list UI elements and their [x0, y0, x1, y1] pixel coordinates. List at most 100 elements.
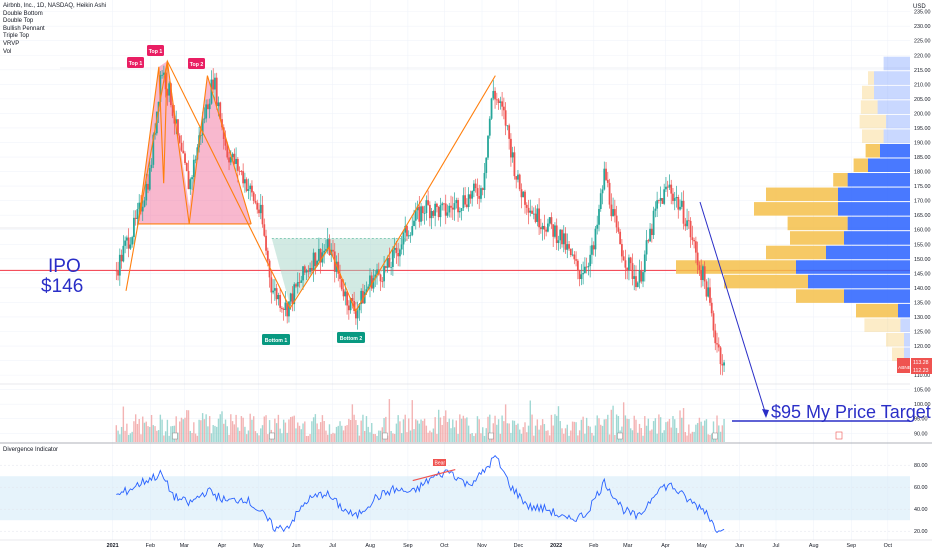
candle-body	[517, 174, 519, 180]
time-tick-label: Oct	[440, 543, 449, 549]
volume-bar	[177, 432, 179, 442]
volume-bar	[633, 415, 635, 442]
time-tick-label: Sep	[847, 543, 857, 549]
candle-body	[605, 168, 607, 180]
candle-body	[244, 179, 246, 184]
price-tick-label: 200.00	[914, 111, 931, 117]
volume-bar	[268, 420, 271, 442]
volume-bar	[647, 418, 650, 442]
candle-body	[510, 138, 512, 158]
candle-body	[175, 119, 178, 124]
volume-bar	[624, 415, 627, 442]
candle-body	[353, 301, 356, 311]
vp-bar-up	[883, 56, 910, 71]
candle-body	[251, 185, 253, 193]
volume-bar	[494, 415, 496, 442]
candle-body	[522, 191, 525, 198]
volume-bar	[482, 427, 484, 442]
volume-bar	[568, 435, 570, 442]
volume-bar	[522, 427, 524, 442]
indicator-double-top[interactable]: Double Top	[3, 18, 34, 25]
candle-body	[645, 240, 648, 255]
candle-body	[488, 118, 491, 136]
candle-body	[661, 198, 664, 204]
chart-legend: Airbnb, Inc., 1D, NASDAQ, Heikin Ashi Do…	[3, 3, 106, 56]
candle-body	[381, 281, 384, 283]
volume-bar	[635, 419, 637, 442]
candle-body	[564, 233, 567, 250]
volume-bar	[642, 435, 644, 442]
candle-body	[469, 194, 472, 199]
vp-bar-down	[862, 85, 874, 100]
volume-bar	[645, 425, 648, 442]
price-tick-label: 180.00	[914, 170, 931, 176]
label-top-1b-bg	[147, 45, 164, 56]
volume-bar	[485, 428, 487, 442]
candle-body	[376, 269, 378, 275]
volume-bar	[626, 418, 628, 442]
candle-body	[536, 208, 539, 222]
candle-body	[215, 77, 218, 107]
oscillator: Bear 80.00 60.00 40.00 20.00	[0, 455, 928, 535]
price-tick-label: 230.00	[914, 24, 931, 30]
indicator-double-bottom[interactable]: Double Bottom	[3, 10, 43, 17]
volume-bar	[610, 409, 613, 442]
volume-bar	[686, 435, 688, 442]
candle-body	[716, 343, 718, 345]
volume-bar	[325, 430, 327, 442]
volume-bar	[681, 417, 683, 442]
indicator-vol[interactable]: Vol	[3, 48, 12, 55]
candle-body	[495, 99, 498, 101]
volume-bar	[603, 419, 605, 442]
candle-body	[610, 204, 613, 217]
volume-bar	[469, 433, 472, 442]
indicator-vrvp[interactable]: VRVP	[3, 40, 20, 47]
volume-bar	[614, 434, 616, 442]
volume-bar	[519, 429, 521, 442]
candle-body	[326, 239, 329, 250]
price-tick-label: 170.00	[914, 199, 931, 205]
candle-body	[265, 235, 267, 251]
candle-body	[465, 204, 468, 208]
candle-body	[342, 289, 345, 297]
volume-bar	[413, 429, 415, 442]
volume-bar	[668, 418, 671, 442]
label-top-1a: Top 1	[129, 61, 143, 67]
volume-bar	[379, 430, 382, 442]
price-tick-label: 125.00	[914, 330, 931, 336]
candle-body	[259, 204, 262, 214]
candle-body	[559, 229, 562, 241]
volume-bar	[275, 423, 278, 442]
candle-body	[439, 205, 442, 218]
volume-bar	[559, 421, 561, 442]
symbol-title[interactable]: Airbnb, Inc., 1D, NASDAQ, Heikin Ashi	[3, 3, 107, 9]
label-top-1a-bg	[127, 57, 144, 68]
candle-body	[571, 254, 574, 256]
indicator-bullish-pennant[interactable]: Bullish Pennant	[3, 25, 45, 32]
indicator-triple-top[interactable]: Triple Top	[3, 33, 30, 40]
currency-label: USD	[913, 4, 926, 10]
candle-body	[409, 234, 412, 236]
osc-tick-label: 80.00	[914, 463, 928, 469]
candle-body	[168, 83, 171, 96]
price-tick-label: 90.00	[914, 431, 928, 437]
candle-body	[638, 270, 641, 283]
volume-bar	[238, 430, 241, 442]
volume-bar	[214, 425, 216, 442]
price-tick-label: 215.00	[914, 68, 931, 74]
candle-body	[418, 206, 421, 222]
candle-body	[295, 284, 297, 287]
volume-bar	[578, 430, 581, 442]
volume-bar	[654, 418, 657, 442]
volume-bar	[247, 430, 250, 442]
candle-body	[576, 260, 579, 271]
volume-bar	[571, 421, 574, 442]
volume-bar	[226, 426, 228, 442]
vp-bar-up	[880, 143, 910, 158]
candle-body	[478, 195, 481, 199]
oscillator-title[interactable]: Divergence Indicator	[3, 447, 59, 453]
candle-body	[513, 152, 516, 177]
price-tick-label: 220.00	[914, 53, 931, 59]
candle-body	[629, 257, 632, 264]
